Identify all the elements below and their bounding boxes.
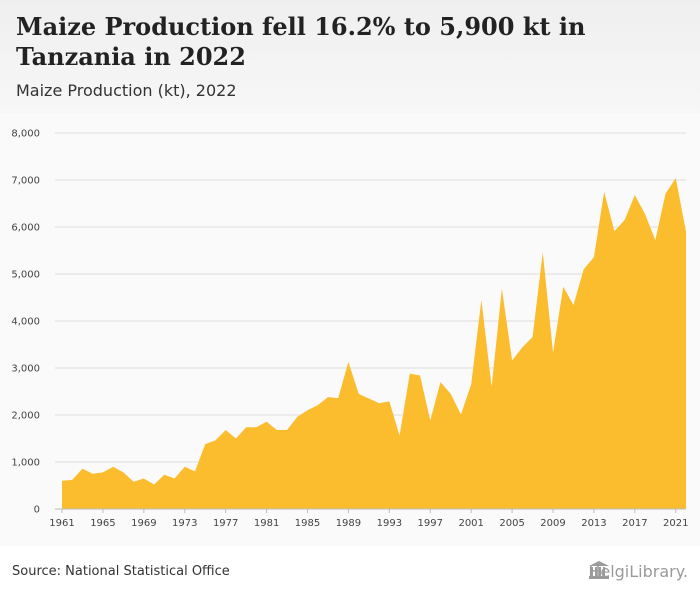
x-tick-label: 2013 bbox=[581, 518, 606, 529]
x-tick-label: 1993 bbox=[377, 518, 402, 529]
x-tick-label: 1973 bbox=[172, 518, 197, 529]
y-tick-label: 7,000 bbox=[11, 176, 40, 187]
x-tick-label: 1985 bbox=[295, 518, 320, 529]
source-note: Source: National Statistical Office bbox=[12, 564, 230, 579]
x-tick-label: 1969 bbox=[131, 518, 156, 529]
y-tick-label: 0 bbox=[34, 505, 40, 516]
y-tick-label: 2,000 bbox=[11, 411, 40, 422]
x-tick-label: 2001 bbox=[458, 518, 483, 529]
y-tick-label: 6,000 bbox=[11, 223, 40, 234]
x-tick-label: 2009 bbox=[540, 518, 565, 529]
y-tick-label: 8,000 bbox=[11, 129, 40, 140]
x-tick-label: 1981 bbox=[254, 518, 279, 529]
chart-header: Maize Production fell 16.2% to 5,900 kt … bbox=[0, 0, 700, 113]
grid-lines bbox=[55, 132, 686, 463]
x-tick-label: 1997 bbox=[418, 518, 443, 529]
area-chart: 0 1,000 2,000 3,000 4,000 5,000 6,000 7,000 8,00… bbox=[11, 129, 688, 530]
logo-text: HelgiLibrary. bbox=[588, 561, 688, 581]
helgilibrary-logo: HelgiLibrary. bbox=[588, 560, 688, 582]
y-tick-label: 1,000 bbox=[11, 458, 40, 469]
x-tick-label: 1989 bbox=[336, 518, 361, 529]
x-tick-label: 2017 bbox=[622, 518, 647, 529]
x-tick-label: 1977 bbox=[213, 518, 238, 529]
y-tick-label: 3,000 bbox=[11, 364, 40, 375]
chart-footer: Source: National Statistical Office Helg… bbox=[0, 546, 700, 596]
x-tick-label: 1961 bbox=[49, 518, 74, 529]
series-layer bbox=[55, 178, 686, 510]
chart-area: 0 1,000 2,000 3,000 4,000 5,000 6,000 7,000 8,00… bbox=[0, 113, 700, 546]
x-axis-ticks: 1961 1965 1969 1973 1977 1981 1985 1989 1993 1997… bbox=[49, 509, 688, 529]
y-tick-label: 4,000 bbox=[11, 317, 40, 328]
chart-title: Maize Production fell 16.2% to 5,900 kt … bbox=[16, 12, 586, 71]
library-building-icon bbox=[589, 561, 610, 579]
maize-production-area bbox=[62, 178, 686, 509]
x-tick-label: 1965 bbox=[90, 518, 115, 529]
chart-subtitle: Maize Production (kt), 2022 bbox=[16, 81, 237, 100]
y-axis-ticks: 0 1,000 2,000 3,000 4,000 5,000 6,000 7,000 8,00… bbox=[11, 129, 40, 516]
y-tick-label: 5,000 bbox=[11, 270, 40, 281]
x-tick-label: 2021 bbox=[663, 518, 688, 529]
x-tick-label: 2005 bbox=[499, 518, 524, 529]
